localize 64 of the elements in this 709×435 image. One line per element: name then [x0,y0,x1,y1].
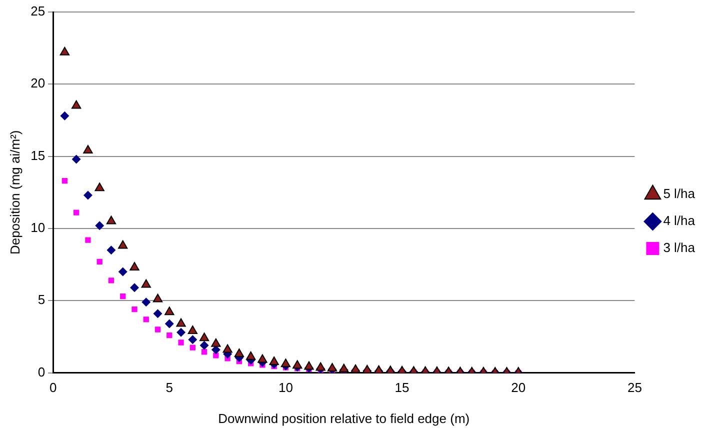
point [118,240,128,249]
point [85,237,91,243]
y-tick-label: 5 [38,292,46,308]
x-tick-label: 5 [166,380,174,396]
point [130,283,139,292]
point [130,262,140,270]
point [258,354,268,363]
point [280,358,291,368]
x-tick-label: 10 [278,380,293,396]
legend-label: 3 l/ha [663,240,696,256]
x-tick-label: 25 [627,380,642,396]
y-tick-label: 10 [30,220,46,236]
x-axis-title: Downwind position relative to field edge (m) [218,410,470,426]
point [211,338,221,347]
point [246,351,256,360]
legend-label: 4 l/ha [663,213,696,228]
point [164,306,174,316]
point [222,344,232,353]
y-axis-title: Deposition (mg ai/m²) [7,130,22,255]
point [142,298,151,307]
point [83,190,92,200]
point [153,309,162,318]
point [176,328,186,337]
point [188,335,198,344]
x-tick-label: 0 [49,380,57,396]
point [118,267,128,276]
point [96,258,102,264]
point [199,332,210,342]
point [108,278,114,284]
point [269,356,279,365]
x-tick-label: 15 [394,380,410,396]
point [166,332,172,338]
point [60,111,70,120]
point [164,319,174,328]
point [73,210,80,216]
y-tick-label: 0 [38,364,46,380]
point [94,182,104,192]
y-tick-label: 20 [30,76,46,91]
point [106,216,116,224]
point [83,145,93,154]
x-tick-label: 20 [511,380,526,396]
point [178,340,184,346]
point [188,325,198,334]
point [72,154,81,164]
point [234,348,244,358]
y-tick-label: 25 [30,4,46,19]
point [213,352,219,358]
point [106,246,116,255]
point [120,293,126,300]
point [154,326,161,332]
point [200,340,209,350]
point [132,306,138,312]
point [141,279,151,288]
point [62,178,68,184]
point [176,318,186,327]
y-tick-label: 15 [30,148,46,163]
point [95,221,104,230]
point [201,349,208,355]
point [190,344,196,350]
point [304,361,314,370]
legend-label: 5 l/ha [663,186,696,202]
point [143,316,149,322]
point [152,294,163,302]
point [292,360,302,369]
